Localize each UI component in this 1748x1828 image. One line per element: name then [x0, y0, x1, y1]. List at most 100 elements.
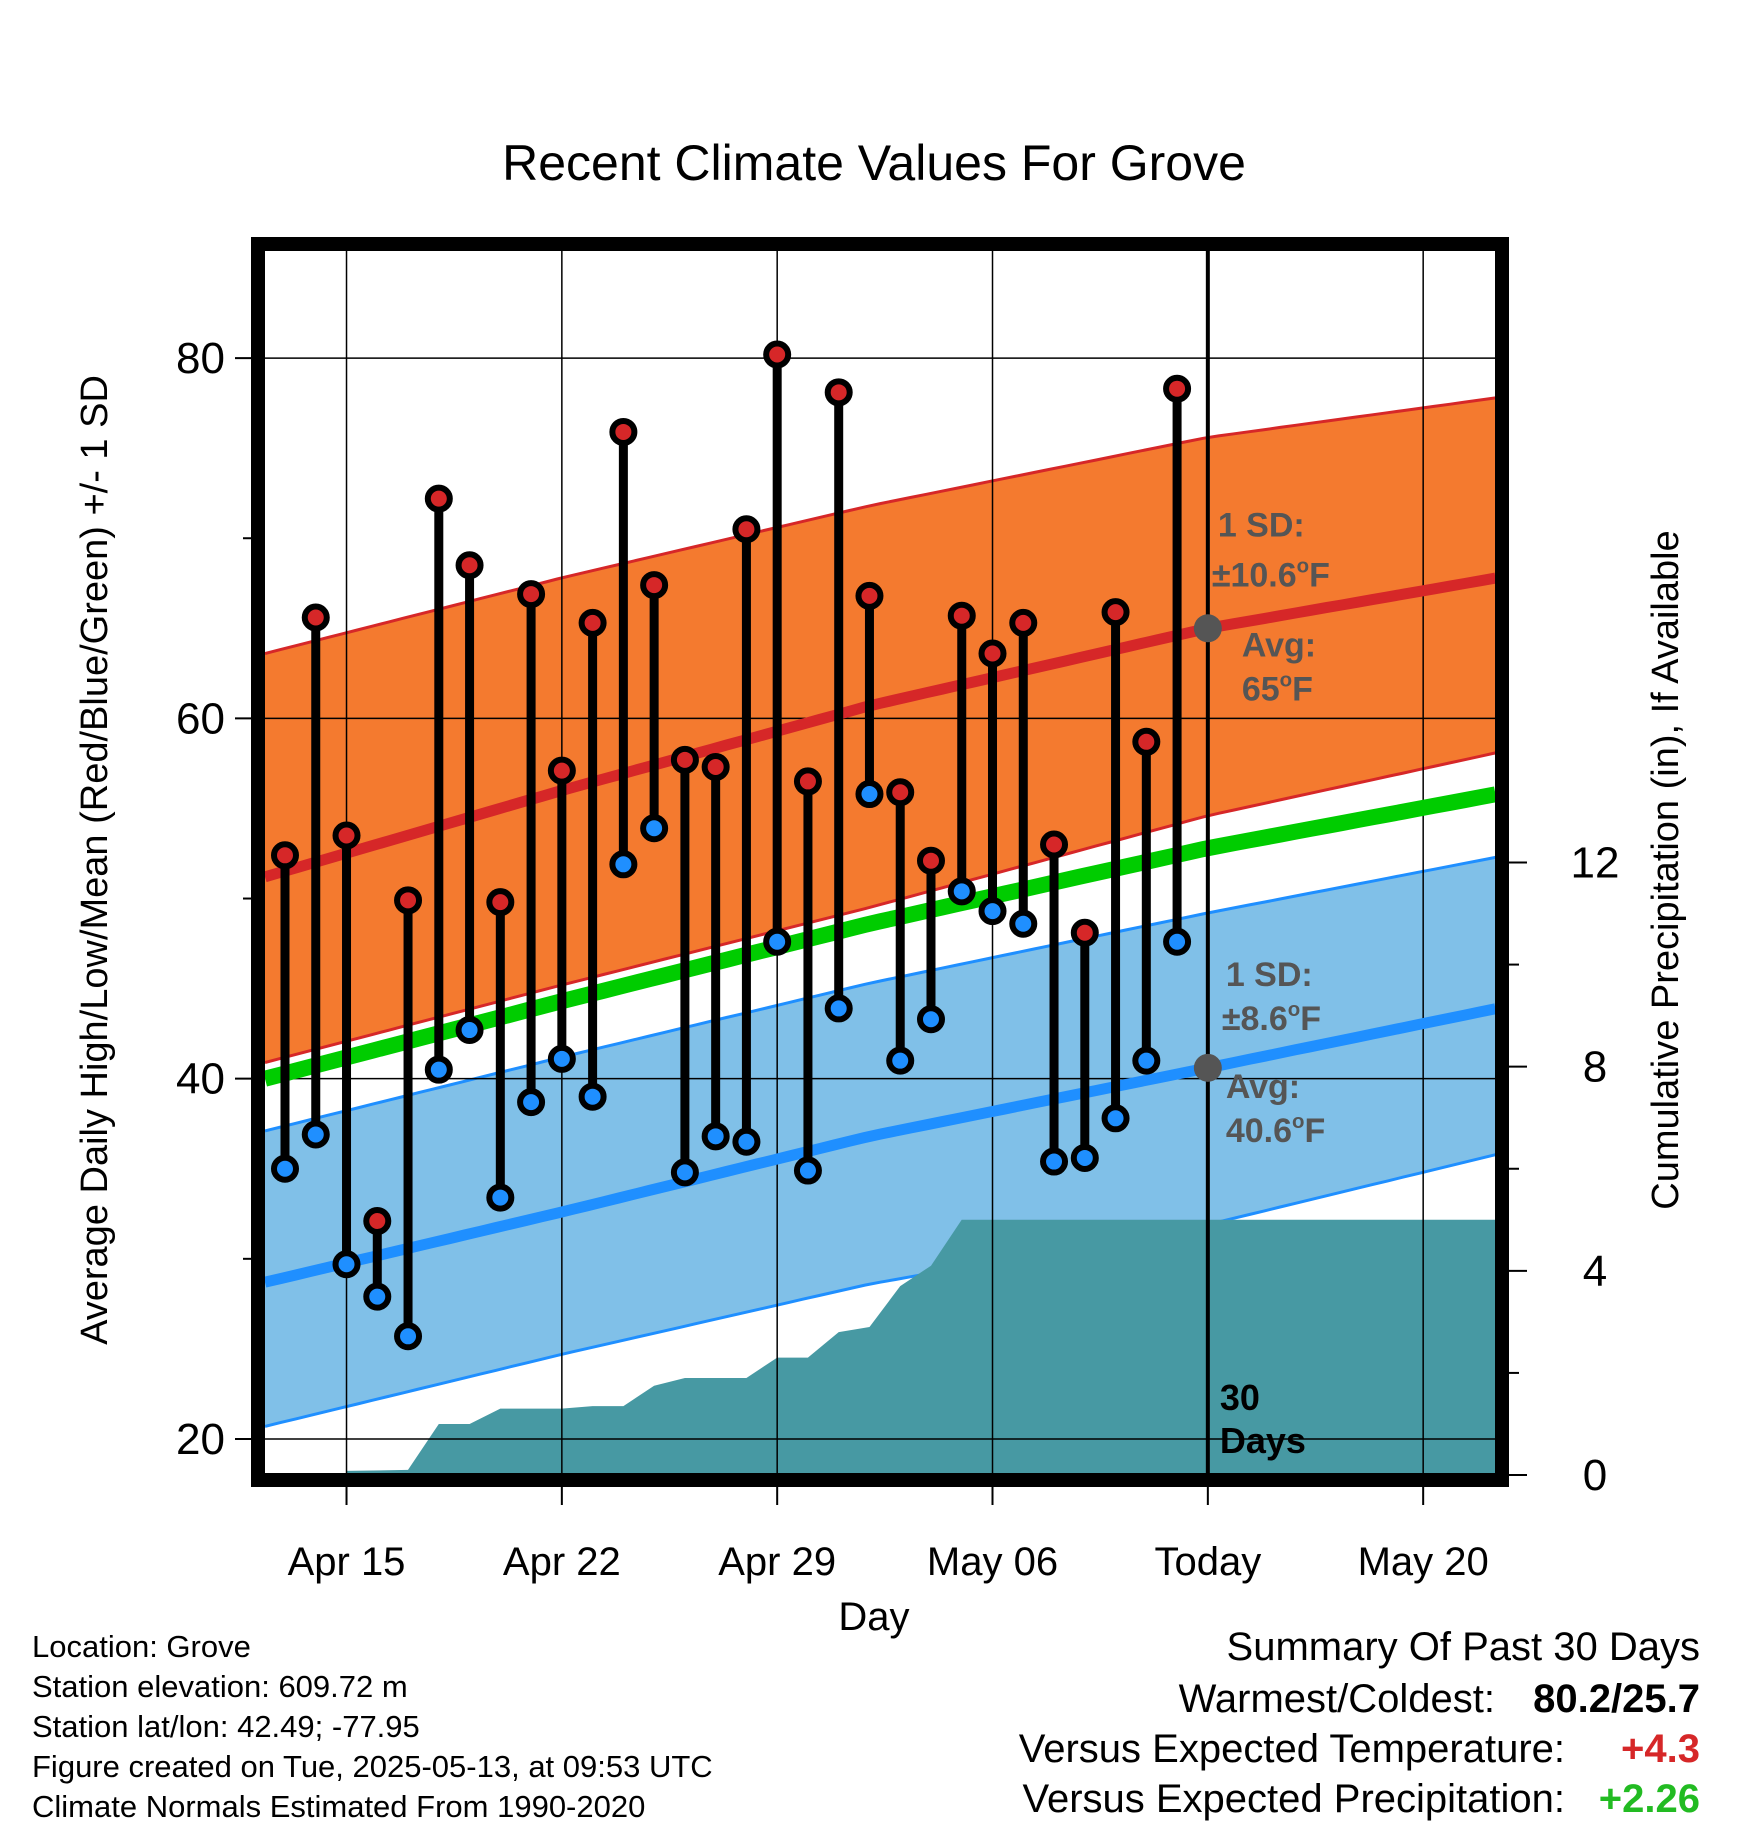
low-point — [824, 994, 853, 1023]
high-point — [455, 551, 484, 580]
high-point — [1070, 918, 1099, 947]
high-point — [732, 515, 761, 544]
x-tick-label: Apr 22 — [503, 1540, 621, 1584]
today-days-label: Days — [1220, 1420, 1306, 1461]
high-point — [855, 581, 884, 610]
x-axis-label: Day — [838, 1595, 909, 1639]
y-axis-label: Average Daily High/Low/Mean (Red/Blue/Gr… — [74, 375, 116, 1345]
latlon-text: Station lat/lon: 42.49; -77.95 — [32, 1709, 420, 1744]
low-point — [1163, 927, 1192, 956]
x-tick-label: Today — [1154, 1540, 1261, 1584]
high-point — [332, 821, 361, 850]
low-point — [301, 1120, 330, 1149]
y2-tick-label: 4 — [1583, 1247, 1607, 1296]
low-point — [424, 1055, 453, 1084]
plot-area — [265, 250, 1497, 1475]
temp-anomaly-label: Versus Expected Temperature: — [1019, 1727, 1565, 1771]
x-tick-label: Apr 15 — [288, 1540, 406, 1584]
high-point — [793, 767, 822, 796]
low-avg-label-value: 40.6oF — [1226, 1111, 1325, 1150]
low-point — [455, 1016, 484, 1045]
y-tick-label: 80 — [176, 334, 225, 383]
elevation-text: Station elevation: 609.72 m — [32, 1669, 408, 1704]
axis-layer: 20 40 60 80 0 4 8 12 Apr 15 Apr 22 Apr 29 May 06 Tod… — [176, 334, 1619, 1584]
high-point — [886, 778, 915, 807]
low-lower-line — [265, 1153, 1496, 1428]
high-point — [394, 886, 423, 915]
low-upper-line — [265, 855, 1496, 1133]
low-avg-line — [265, 1003, 1497, 1288]
low-point — [701, 1122, 730, 1151]
low-point — [332, 1250, 361, 1279]
high-point — [916, 846, 945, 875]
y-tick-label: 60 — [176, 694, 225, 743]
low-point — [394, 1322, 423, 1351]
y-tick-label: 20 — [176, 1415, 225, 1464]
low-point — [547, 1044, 576, 1073]
high-sd-band — [265, 397, 1496, 1063]
low-point — [363, 1282, 392, 1311]
high-point — [486, 888, 515, 917]
high-point — [701, 753, 730, 782]
high-point — [1163, 374, 1192, 403]
low-point — [640, 814, 669, 843]
low-point — [1040, 1147, 1069, 1176]
low-point — [517, 1088, 546, 1117]
high-point — [763, 340, 792, 369]
high-point — [363, 1206, 392, 1235]
low-point — [609, 850, 638, 879]
today-high-avg-marker — [1193, 614, 1222, 643]
low-point — [855, 780, 884, 809]
temp-anomaly-value: +4.3 — [1621, 1727, 1700, 1771]
high-point — [640, 571, 669, 600]
low-sd-band — [265, 857, 1496, 1427]
low-point — [793, 1156, 822, 1185]
high-point — [547, 756, 576, 785]
y-tick-label: 40 — [176, 1055, 225, 1104]
high-avg-label-value: 65oF — [1242, 669, 1313, 708]
low-point — [578, 1082, 607, 1111]
high-point — [424, 484, 453, 513]
precip-anomaly-label: Versus Expected Precipitation: — [1022, 1777, 1565, 1821]
summary-heading: Summary Of Past 30 Days — [1227, 1625, 1700, 1669]
low-point — [270, 1154, 299, 1183]
low-point — [947, 877, 976, 906]
precip-anomaly-value: +2.26 — [1599, 1777, 1700, 1821]
low-point — [486, 1183, 515, 1212]
high-point — [578, 608, 607, 637]
low-point — [1132, 1046, 1161, 1075]
normals-text: Climate Normals Estimated From 1990-2020 — [32, 1789, 645, 1824]
low-avg-label-title: Avg: — [1226, 1068, 1300, 1106]
low-point — [732, 1127, 761, 1156]
plot-frame — [251, 237, 1509, 1487]
high-point — [301, 603, 330, 632]
x-tick-label: May 06 — [927, 1540, 1058, 1584]
y2-tick-label: 0 — [1583, 1451, 1607, 1500]
high-sd-label-title: 1 SD: — [1218, 506, 1305, 544]
chart-title: Recent Climate Values For Grove — [502, 135, 1246, 191]
high-point — [670, 745, 699, 774]
x-tick-label: Apr 29 — [718, 1540, 836, 1584]
created-text: Figure created on Tue, 2025-05-13, at 09… — [32, 1749, 713, 1784]
low-sd-label-value: ±8.6oF — [1222, 999, 1321, 1038]
high-point — [517, 580, 546, 609]
low-point — [916, 1005, 945, 1034]
low-point — [1101, 1104, 1130, 1133]
high-point — [947, 601, 976, 630]
low-sd-label-title: 1 SD: — [1226, 956, 1313, 994]
low-point — [978, 897, 1007, 926]
station-info: Location: Grove Station elevation: 609.7… — [32, 1629, 713, 1824]
low-point — [886, 1046, 915, 1075]
annotation-layer: 1 SD: ±10.6oF Avg: 65oF 1 SD: ±8.6oF Avg: 40.6o… — [1212, 506, 1330, 1461]
warm-cold-value: 80.2/25.7 — [1533, 1677, 1700, 1721]
high-point — [1040, 830, 1069, 859]
summary-panel: Summary Of Past 30 Days Warmest/Coldest:… — [1019, 1625, 1700, 1821]
y2-tick-label: 8 — [1583, 1043, 1607, 1092]
warm-cold-label: Warmest/Coldest: — [1179, 1677, 1495, 1721]
y2-tick-label: 12 — [1571, 839, 1620, 888]
high-point — [270, 841, 299, 870]
low-point — [670, 1158, 699, 1187]
high-point — [978, 639, 1007, 668]
high-point — [1132, 727, 1161, 756]
